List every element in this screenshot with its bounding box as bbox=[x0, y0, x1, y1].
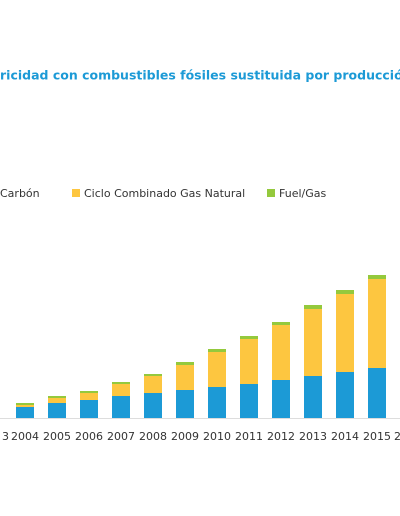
bar-segment bbox=[16, 403, 34, 405]
x-tick-label: 2013 bbox=[299, 430, 327, 443]
bar-segment bbox=[208, 349, 226, 352]
bar-segment bbox=[112, 384, 130, 396]
bar-segment bbox=[208, 387, 226, 418]
x-tick-label: 2014 bbox=[331, 430, 359, 443]
bar-segment bbox=[368, 279, 386, 368]
bar-segment bbox=[16, 407, 34, 418]
bar-segment bbox=[80, 391, 98, 393]
bar-segment bbox=[112, 382, 130, 384]
x-tick-label: 2 bbox=[394, 430, 400, 443]
bar-segment bbox=[368, 275, 386, 279]
x-tick-label: 2012 bbox=[267, 430, 295, 443]
x-tick-label: 2006 bbox=[75, 430, 103, 443]
bar-segment bbox=[336, 290, 354, 294]
legend-swatch bbox=[72, 189, 80, 197]
bar-segment bbox=[80, 400, 98, 418]
bar-segment bbox=[272, 325, 290, 380]
bar-segment bbox=[144, 374, 162, 376]
bar-segment bbox=[272, 380, 290, 418]
bar-segment bbox=[112, 396, 130, 418]
x-tick-label: 2004 bbox=[11, 430, 39, 443]
bar-segment bbox=[240, 339, 258, 384]
x-tick-label: 2007 bbox=[107, 430, 135, 443]
bar-segment bbox=[48, 396, 66, 398]
bar-segment bbox=[304, 309, 322, 376]
bar-segment bbox=[208, 352, 226, 387]
x-tick-label: 2005 bbox=[43, 430, 71, 443]
bar-segment bbox=[304, 305, 322, 309]
bar-segment bbox=[16, 405, 34, 407]
bar-segment bbox=[176, 362, 194, 365]
bar-segment bbox=[240, 336, 258, 339]
bar-segment bbox=[368, 368, 386, 418]
bar-segment bbox=[144, 393, 162, 418]
x-tick-label: 2009 bbox=[171, 430, 199, 443]
bar-segment bbox=[336, 372, 354, 418]
bar-segment bbox=[176, 365, 194, 390]
bar-segment bbox=[176, 390, 194, 418]
bar-segment bbox=[80, 393, 98, 400]
bar-segment bbox=[144, 376, 162, 393]
bar-segment bbox=[272, 322, 290, 325]
bar-segment bbox=[48, 403, 66, 418]
x-tick-label: 2008 bbox=[139, 430, 167, 443]
x-tick-label: 2015 bbox=[363, 430, 391, 443]
bar-segment bbox=[240, 384, 258, 418]
legend-swatch bbox=[267, 189, 275, 197]
legend-label: Ciclo Combinado Gas Natural bbox=[84, 187, 245, 200]
bar-segment bbox=[304, 376, 322, 418]
x-tick-label: 2011 bbox=[235, 430, 263, 443]
chart-title: ricidad con combustibles fósiles sustitu… bbox=[0, 68, 400, 83]
x-tick-label: 3 bbox=[2, 430, 9, 443]
legend-label: Fuel/Gas bbox=[279, 187, 326, 200]
bar-segment bbox=[48, 398, 66, 403]
bar-segment bbox=[336, 294, 354, 372]
legend-label: Carbón bbox=[0, 187, 40, 200]
x-tick-label: 2010 bbox=[203, 430, 231, 443]
